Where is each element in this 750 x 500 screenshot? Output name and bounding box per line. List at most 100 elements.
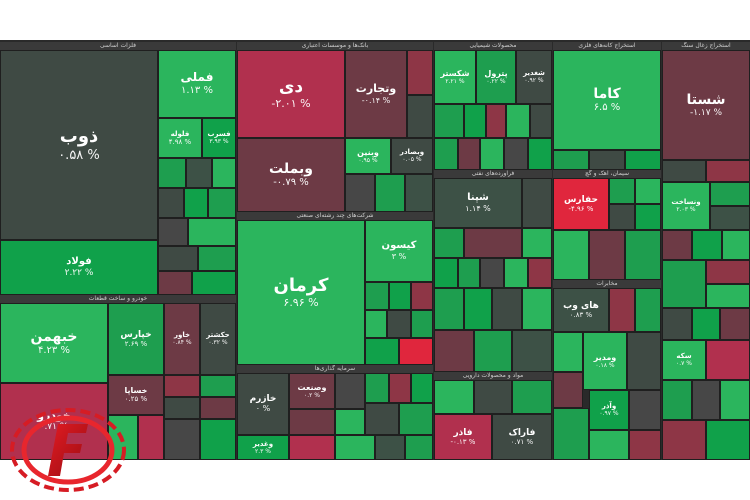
tile-pet-f[interactable] — [458, 258, 480, 288]
tile-vesanat[interactable]: وصنعت ۰.۲ % — [289, 373, 335, 409]
tile-inv-c[interactable] — [389, 373, 411, 403]
tile-fararak[interactable]: فاراک ۰.۷۱ % — [492, 414, 552, 460]
tile-tel-d[interactable] — [627, 332, 661, 390]
tile-om-e[interactable] — [662, 230, 692, 260]
tile-shasta[interactable]: شستا -۱.۱۷ % — [662, 50, 750, 160]
tile-om-j[interactable] — [706, 284, 750, 308]
tile-om-s[interactable] — [706, 420, 750, 460]
tile-folad[interactable]: فولاد ۲.۲۲ % — [0, 240, 158, 295]
tile-metal-f[interactable] — [208, 188, 236, 218]
tile-chem-d[interactable] — [506, 104, 530, 138]
tile-om-b[interactable] — [706, 160, 750, 182]
tile-tel-f[interactable] — [553, 408, 589, 460]
tile-metal-e[interactable] — [184, 188, 208, 218]
tile-shaddab[interactable]: شغدیر ۰.۹۲ % — [516, 50, 552, 104]
tile-inv-g[interactable] — [365, 403, 399, 435]
tile-auto-d[interactable] — [200, 397, 236, 419]
tile-chem-f[interactable] — [434, 138, 458, 170]
tile-om-r[interactable] — [662, 420, 706, 460]
tile-metal-g[interactable] — [158, 218, 188, 246]
tile-multi-b[interactable] — [389, 282, 411, 310]
tile-pet-g[interactable] — [480, 258, 504, 288]
tile-min-c[interactable] — [625, 150, 661, 170]
tile-metal-j[interactable] — [198, 246, 236, 271]
tile-metal-b[interactable] — [186, 158, 212, 188]
tile-auto-b[interactable] — [200, 375, 236, 397]
tile-metal-c[interactable] — [212, 158, 236, 188]
tile-day[interactable]: دی -۲.۰۱ % — [237, 50, 345, 138]
tile-metal-h[interactable] — [188, 218, 236, 246]
tile-multi-h[interactable] — [399, 338, 433, 365]
tile-fasrab[interactable]: فسرب ۳.۹۳ % — [202, 118, 236, 158]
tile-om-g[interactable] — [722, 230, 750, 260]
tile-multi-e[interactable] — [387, 310, 411, 338]
tile-tel-g[interactable] — [629, 390, 661, 430]
tile-hafars[interactable]: حفارس -۴.۹۶ % — [553, 178, 609, 230]
tile-chem-b[interactable] — [464, 104, 486, 138]
tile-multi-d[interactable] — [365, 310, 387, 338]
tile-inv-l[interactable] — [405, 435, 433, 460]
tile-tel-h[interactable] — [589, 430, 629, 460]
tile-auto-g[interactable] — [164, 419, 200, 460]
tile-tel-i[interactable] — [629, 430, 661, 460]
tile-vaghadir[interactable]: وغدیر ۲.۳ % — [237, 435, 289, 460]
tile-foolad-small[interactable]: فلوله ۴.۹۸ % — [158, 118, 202, 158]
tile-inv-j[interactable] — [335, 435, 375, 460]
tile-pet-k[interactable] — [464, 288, 492, 330]
tile-inv-k[interactable] — [375, 435, 405, 460]
tile-bank-a[interactable] — [407, 50, 433, 95]
tile-tel-c[interactable] — [553, 332, 583, 372]
tile-om-k[interactable] — [662, 308, 692, 340]
tile-cem-e[interactable] — [553, 230, 589, 280]
tile-om-l[interactable] — [692, 308, 720, 340]
tile-shekastar[interactable]: شکستر ۲.۲۱ % — [434, 50, 476, 104]
tile-khefaras[interactable]: خپارس ۲.۶۹ % — [108, 303, 164, 375]
tile-om-i[interactable] — [706, 260, 750, 284]
tile-inv-f[interactable] — [335, 409, 365, 435]
tile-multi-g[interactable] — [365, 338, 399, 365]
tile-khebahman[interactable]: خبهمن ۴.۲۳ % — [0, 303, 108, 383]
tile-hewab[interactable]: های وب ۰.۸۳ % — [553, 288, 609, 332]
tile-vetejarat[interactable]: وتجارت -۰.۱۴ % — [345, 50, 407, 138]
tile-pet-j[interactable] — [434, 288, 464, 330]
tile-metal-i[interactable] — [158, 246, 198, 271]
tile-ph-c[interactable] — [512, 380, 552, 414]
tile-bank-b[interactable] — [407, 95, 433, 138]
tile-cem-c[interactable] — [609, 204, 635, 230]
tile-vebin[interactable]: وبنین ۰.۹۵ % — [345, 138, 391, 174]
tile-om-n[interactable] — [706, 340, 750, 380]
tile-vesaderat[interactable]: وبصادر ۰.۰۵ % — [391, 138, 433, 174]
tile-pet-m[interactable] — [522, 288, 552, 330]
tile-inv-h[interactable] — [399, 403, 433, 435]
tile-metal-a[interactable] — [158, 158, 186, 188]
tile-ph-b[interactable] — [474, 380, 512, 414]
tile-metal-d[interactable] — [158, 188, 184, 218]
tile-inv-e[interactable] — [289, 409, 335, 435]
tile-om-c[interactable] — [710, 182, 750, 206]
tile-chem-a[interactable] — [434, 104, 464, 138]
tile-kerman[interactable]: کرمان ۶.۹۶ % — [237, 220, 365, 365]
tile-fameli[interactable]: فملی ۱.۱۳ % — [158, 50, 236, 118]
tile-om-f[interactable] — [692, 230, 722, 260]
tile-inv-i[interactable] — [289, 435, 335, 460]
tile-petrol[interactable]: پترول ۰.۲۲ % — [476, 50, 516, 104]
tile-min-a[interactable] — [553, 150, 589, 170]
tile-tel-a[interactable] — [609, 288, 635, 332]
tile-tel-e[interactable] — [553, 372, 583, 408]
tile-cem-f[interactable] — [589, 230, 625, 280]
tile-kama[interactable]: کاما ۶.۵ % — [553, 50, 661, 150]
tile-shepna[interactable]: شپنا ۱.۱۴ % — [434, 178, 522, 228]
tile-multi-a[interactable] — [365, 282, 389, 310]
tile-ph-a[interactable] — [434, 380, 474, 414]
tile-pet-e[interactable] — [434, 258, 458, 288]
tile-pet-n[interactable] — [434, 330, 474, 372]
tile-tel-b[interactable] — [635, 288, 661, 332]
tile-khesapa[interactable]: خساپا ۰.۲۵ % — [108, 375, 164, 415]
tile-bank-c[interactable] — [345, 174, 375, 212]
tile-om-h[interactable] — [662, 260, 706, 308]
tile-om-o[interactable] — [662, 380, 692, 420]
tile-auto-h[interactable] — [200, 419, 236, 460]
tile-om-a[interactable] — [662, 160, 706, 182]
tile-metal-l[interactable] — [192, 271, 236, 295]
tile-om-p[interactable] — [692, 380, 720, 420]
